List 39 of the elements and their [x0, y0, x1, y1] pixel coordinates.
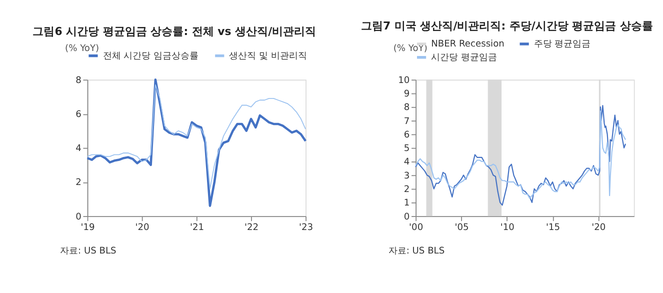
legend-label: 주당 평균임금	[534, 40, 591, 50]
text: 자료: US BLS	[60, 246, 117, 256]
y-axis-title: (% YoY)	[65, 44, 100, 54]
y-tick-label: 9	[404, 89, 410, 100]
x-tick-label: '23	[299, 223, 314, 234]
y-tick-label: 4	[404, 158, 410, 168]
x-tick-label: '19	[80, 223, 96, 234]
legend-label: 생산직 및 비관리직	[229, 52, 307, 62]
y-tick-label: 0	[76, 212, 82, 222]
y-tick-label: 6	[76, 110, 82, 120]
legend-label: NBER Recession	[431, 40, 504, 50]
y-tick-label: 10	[398, 76, 410, 86]
line-series	[86, 78, 307, 207]
y-tick-label: 2	[76, 178, 82, 188]
y-tick-label: 3	[404, 171, 410, 182]
chart-title: 그림7 미국 생산직/비관리직: 주당/시간당 평균임금 상승률	[361, 20, 653, 33]
y-tick-label: 5	[404, 144, 410, 154]
legend-label: 시간당 평균임금	[431, 53, 497, 64]
text: 자료: US BLS	[388, 246, 445, 256]
x-tick-label: '05	[454, 223, 469, 234]
y-tick-label: 2	[404, 184, 410, 195]
y-tick-label: 4	[76, 144, 82, 154]
x-tick-label: '21	[190, 223, 204, 234]
y-tick-label: 1	[404, 198, 410, 209]
line-series	[86, 84, 306, 190]
x-tick-label: '22	[244, 223, 259, 234]
y-tick-label: 6	[404, 130, 410, 140]
x-tick-label: '20	[135, 223, 150, 234]
y-tick-label: 8	[404, 103, 410, 114]
x-tick-label: '20	[592, 223, 606, 234]
x-tick-label: '15	[546, 223, 560, 234]
y-axis-title: (% YoY)	[393, 44, 428, 54]
x-tick-label: '00	[409, 223, 424, 234]
legend-label: 전체 시간당 임금상승률	[102, 52, 199, 62]
y-tick-label: 8	[76, 76, 82, 86]
y-tick-label: 7	[404, 116, 410, 127]
chart-title: 그림6 시간당 평균임금 상승률: 전체 vs 생산직/비관리직	[32, 25, 316, 38]
x-tick-label: '10	[500, 223, 515, 234]
y-tick-label: 0	[404, 212, 410, 222]
